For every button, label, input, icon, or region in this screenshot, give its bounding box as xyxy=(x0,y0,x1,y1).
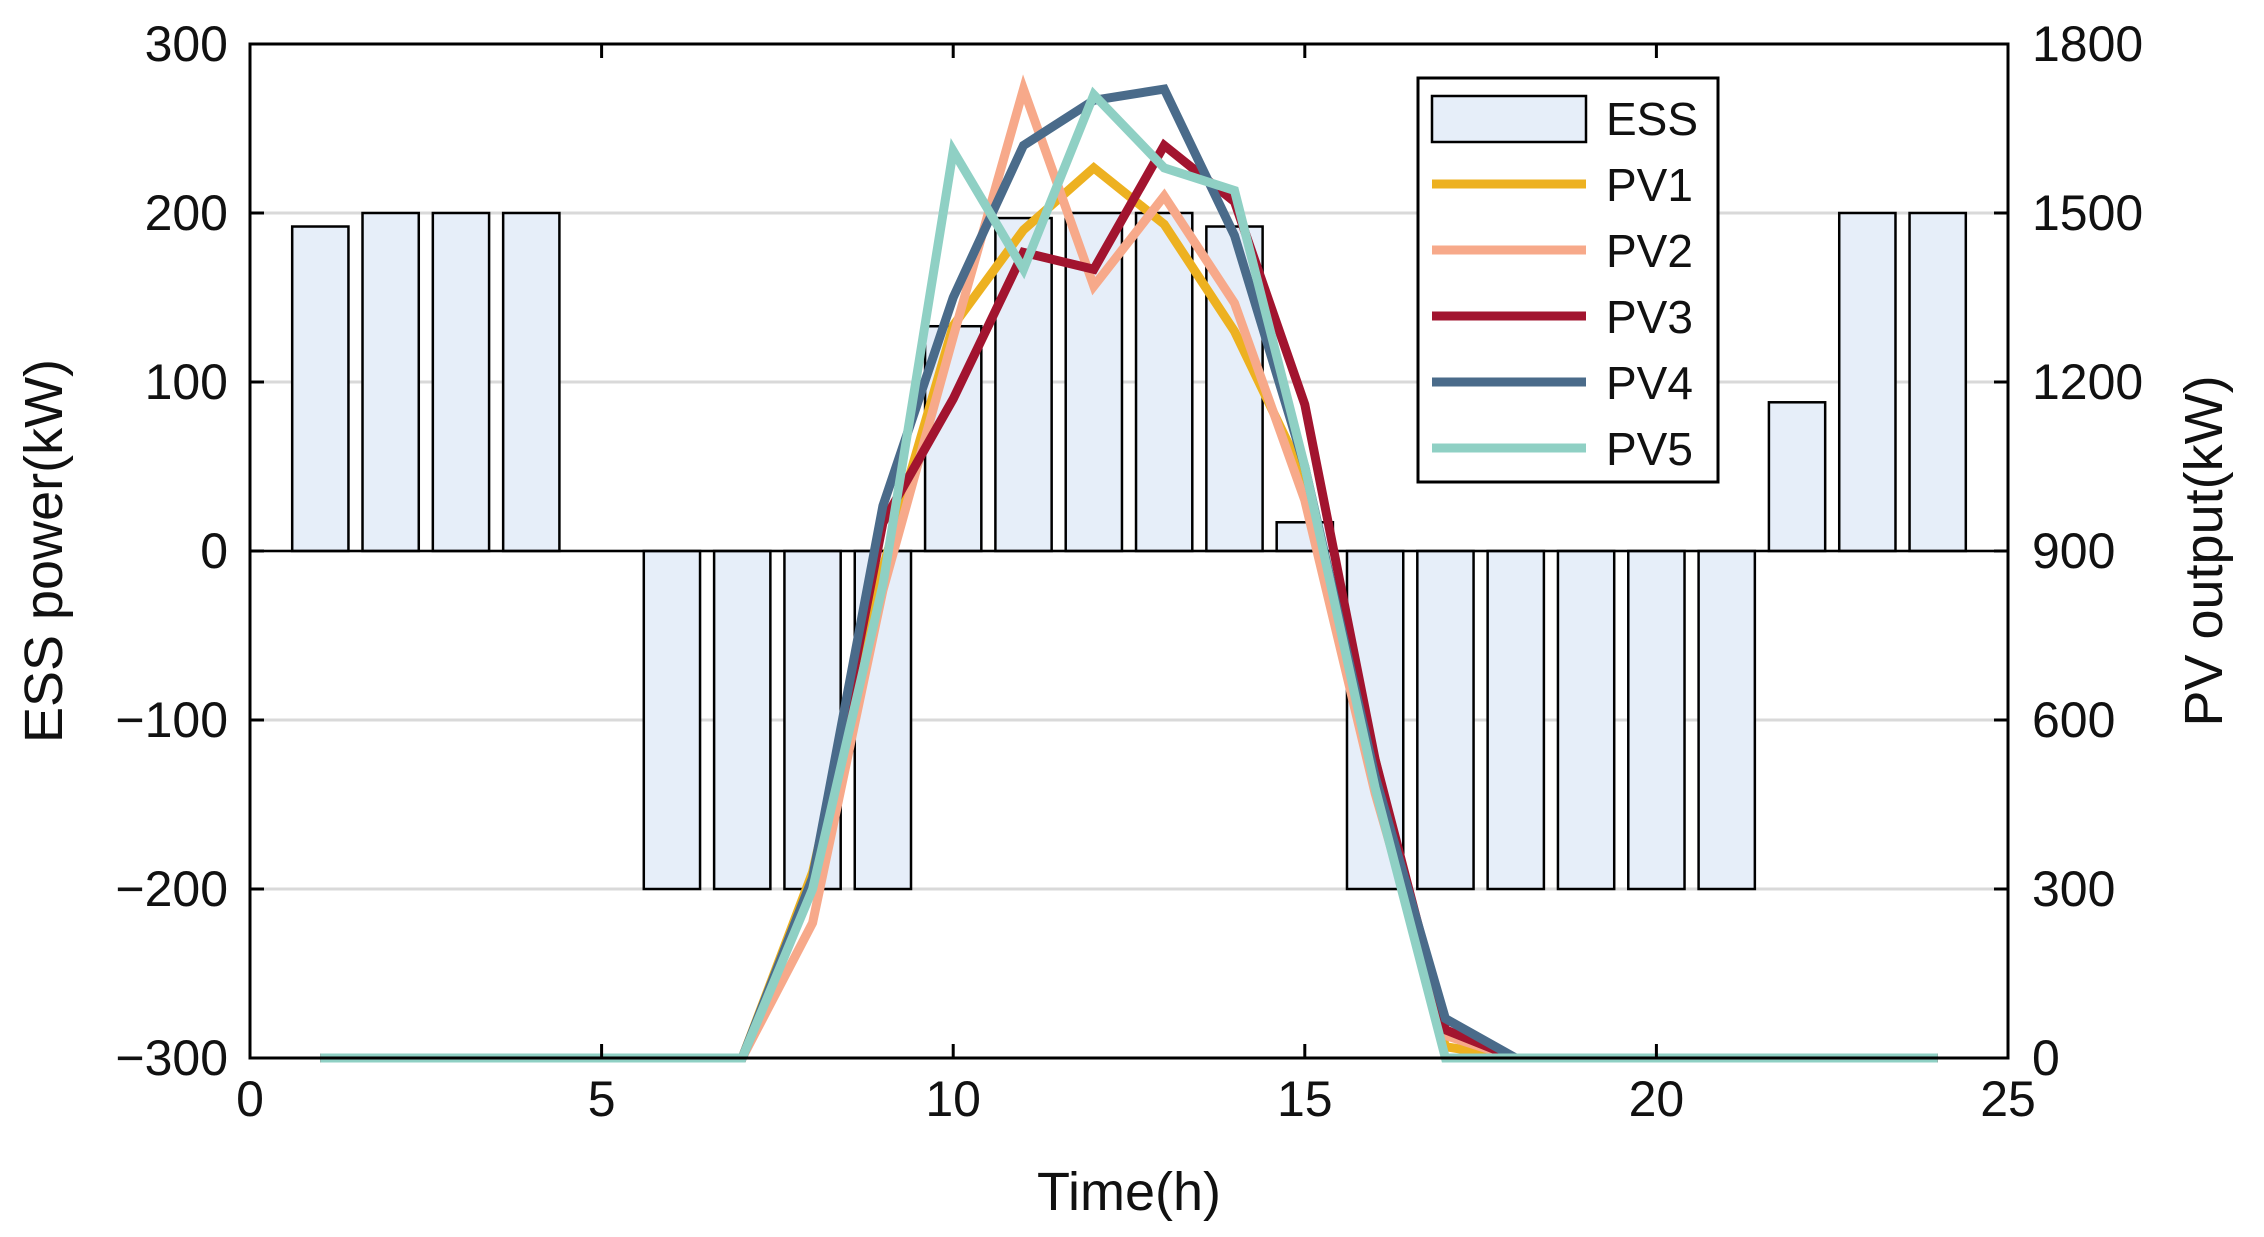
axis-ticks: 0 5 10 15 20 25 −300 −200 −100 0 100 200 300 0 300 600 9… xyxy=(115,16,2143,1127)
x-tick-label-20: 20 xyxy=(1629,1071,1685,1127)
legend: ESS PV1 PV2 PV3 PV4 PV5 xyxy=(1416,76,1720,484)
x-tick-label-15: 15 xyxy=(1277,1071,1333,1127)
legend-label-pv4: PV4 xyxy=(1606,357,1693,409)
ess-bar-22 xyxy=(1767,401,1827,553)
legend-box xyxy=(1416,76,1720,484)
legend-label-ess: ESS xyxy=(1606,93,1698,145)
ess-bar-23 xyxy=(1837,211,1897,553)
y-right-tick-label-1200: 1200 xyxy=(2032,354,2143,410)
y-right-tick-label-900: 900 xyxy=(2032,523,2115,579)
y-right-tick-label-1500: 1500 xyxy=(2032,185,2143,241)
y-left-tick-label--300: −300 xyxy=(115,1030,228,1086)
y-left-tick-label-0: 0 xyxy=(200,523,228,579)
y-left-tick-label--100: −100 xyxy=(115,692,228,748)
legend-swatch-ess xyxy=(1430,94,1588,144)
ess-bar-6 xyxy=(642,549,702,891)
ess-bar-7 xyxy=(712,549,772,891)
x-tick-label-25: 25 xyxy=(1980,1071,2036,1127)
y-right-tick-label-300: 300 xyxy=(2032,861,2115,917)
legend-label-pv1: PV1 xyxy=(1606,159,1693,211)
x-tick-label-10: 10 xyxy=(925,1071,981,1127)
ess-bar-21 xyxy=(1697,549,1757,891)
legend-label-pv2: PV2 xyxy=(1606,225,1693,277)
ess-bar-13 xyxy=(1134,211,1194,553)
ess-bar-24 xyxy=(1908,211,1968,553)
x-axis-title: Time(h) xyxy=(1037,1162,1221,1222)
ess-bar-17 xyxy=(1416,549,1475,891)
x-tick-label-0: 0 xyxy=(236,1071,264,1127)
ess-bar-3 xyxy=(431,211,491,553)
ess-bar-4 xyxy=(501,211,561,553)
legend-label-pv5: PV5 xyxy=(1606,423,1693,475)
y-left-tick-label-300: 300 xyxy=(145,16,228,72)
ess-bar-1 xyxy=(290,225,350,553)
y-left-tick-label-100: 100 xyxy=(145,354,228,410)
legend-label-pv3: PV3 xyxy=(1606,291,1693,343)
ess-bars xyxy=(290,211,1968,891)
ess-bar-2 xyxy=(361,211,421,553)
ess-bar-20 xyxy=(1627,549,1686,891)
x-tick-label-5: 5 xyxy=(588,1071,616,1127)
y-left-tick-label-200: 200 xyxy=(145,185,228,241)
y-right-tick-label-1800: 1800 xyxy=(2032,16,2143,72)
left-y-axis-title: ESS power(kW) xyxy=(14,359,74,743)
y-left-tick-label--200: −200 xyxy=(115,861,228,917)
ess-bar-19 xyxy=(1556,549,1616,891)
y-right-tick-label-600: 600 xyxy=(2032,692,2115,748)
right-y-axis-title: PV output(kW) xyxy=(2174,375,2234,726)
ess-bar-18 xyxy=(1486,549,1546,891)
y-right-tick-label-0: 0 xyxy=(2032,1030,2060,1086)
